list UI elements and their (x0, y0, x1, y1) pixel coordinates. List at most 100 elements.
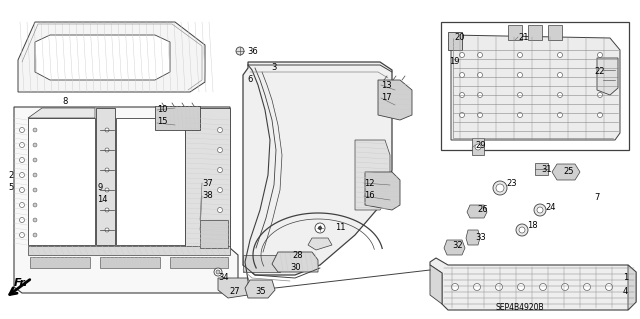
Circle shape (518, 93, 522, 98)
Circle shape (451, 284, 458, 291)
Circle shape (105, 228, 109, 232)
Circle shape (516, 224, 528, 236)
Circle shape (105, 128, 109, 132)
Circle shape (477, 53, 483, 57)
Circle shape (460, 53, 465, 57)
Circle shape (33, 158, 37, 162)
Circle shape (218, 128, 223, 132)
Circle shape (557, 72, 563, 78)
Circle shape (218, 147, 223, 152)
Polygon shape (272, 252, 318, 272)
Text: 3: 3 (271, 63, 276, 72)
Circle shape (218, 188, 223, 192)
Circle shape (218, 227, 223, 233)
Circle shape (518, 113, 522, 117)
Text: 35: 35 (255, 286, 266, 295)
Polygon shape (548, 25, 562, 40)
Polygon shape (243, 255, 280, 272)
Text: 27: 27 (229, 286, 239, 295)
Circle shape (33, 233, 37, 237)
Text: 1: 1 (623, 273, 628, 283)
Circle shape (557, 93, 563, 98)
Text: 25: 25 (563, 167, 573, 175)
Circle shape (598, 93, 602, 98)
Polygon shape (467, 205, 487, 218)
Circle shape (19, 143, 24, 147)
Text: 5: 5 (8, 183, 13, 192)
Circle shape (557, 113, 563, 117)
Polygon shape (245, 280, 275, 298)
Polygon shape (185, 108, 230, 248)
Circle shape (33, 173, 37, 177)
Text: 16: 16 (364, 191, 374, 201)
Polygon shape (466, 230, 480, 245)
Circle shape (474, 284, 481, 291)
Circle shape (19, 203, 24, 207)
Text: 31: 31 (541, 166, 552, 174)
Circle shape (495, 284, 502, 291)
Text: 10: 10 (157, 106, 168, 115)
Circle shape (19, 188, 24, 192)
Text: 20: 20 (454, 33, 465, 41)
Circle shape (214, 268, 222, 276)
Circle shape (605, 284, 612, 291)
Text: 11: 11 (335, 224, 346, 233)
Text: 21: 21 (518, 33, 529, 41)
Text: 17: 17 (381, 93, 392, 102)
Polygon shape (155, 106, 200, 130)
Polygon shape (535, 163, 548, 175)
Polygon shape (451, 35, 620, 140)
Text: 26: 26 (477, 205, 488, 214)
Circle shape (318, 226, 322, 230)
Circle shape (105, 148, 109, 152)
Text: 33: 33 (475, 234, 486, 242)
Circle shape (475, 144, 481, 150)
Polygon shape (96, 108, 115, 245)
Circle shape (315, 223, 325, 233)
Circle shape (19, 218, 24, 222)
Polygon shape (28, 108, 95, 118)
Circle shape (105, 168, 109, 172)
Polygon shape (28, 246, 230, 255)
Polygon shape (100, 257, 160, 268)
Circle shape (105, 188, 109, 192)
Polygon shape (35, 35, 170, 80)
Polygon shape (430, 265, 442, 304)
Text: 7: 7 (594, 194, 600, 203)
Text: SEP4B4920B: SEP4B4920B (496, 303, 544, 313)
Circle shape (33, 128, 37, 132)
Circle shape (598, 53, 602, 57)
Text: 36: 36 (247, 48, 258, 56)
Circle shape (477, 93, 483, 98)
Circle shape (540, 284, 547, 291)
Circle shape (19, 233, 24, 238)
Polygon shape (200, 220, 228, 248)
Polygon shape (448, 32, 462, 50)
Circle shape (216, 270, 220, 274)
Polygon shape (355, 140, 390, 210)
Circle shape (19, 173, 24, 177)
Text: 38: 38 (202, 191, 212, 201)
Circle shape (19, 158, 24, 162)
Text: Fr.: Fr. (13, 278, 28, 288)
Text: 2: 2 (8, 170, 13, 180)
Text: 14: 14 (97, 196, 108, 204)
Text: 6: 6 (247, 76, 252, 85)
Circle shape (460, 113, 465, 117)
Circle shape (460, 93, 465, 98)
Polygon shape (528, 25, 542, 40)
Text: 15: 15 (157, 117, 168, 127)
Circle shape (561, 284, 568, 291)
Circle shape (460, 72, 465, 78)
Polygon shape (28, 118, 95, 245)
Circle shape (477, 72, 483, 78)
Text: 28: 28 (292, 250, 303, 259)
Text: 22: 22 (594, 68, 605, 77)
Circle shape (537, 207, 543, 213)
Text: 12: 12 (364, 179, 374, 188)
Bar (441, 22, 629, 150)
Circle shape (598, 72, 602, 78)
Polygon shape (243, 62, 392, 275)
Circle shape (598, 113, 602, 117)
Circle shape (236, 47, 244, 55)
